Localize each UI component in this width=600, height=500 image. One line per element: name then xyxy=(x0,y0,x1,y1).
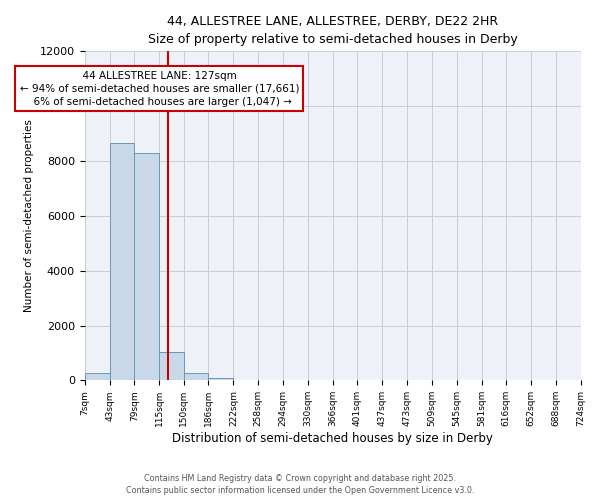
Title: 44, ALLESTREE LANE, ALLESTREE, DERBY, DE22 2HR
Size of property relative to semi: 44, ALLESTREE LANE, ALLESTREE, DERBY, DE… xyxy=(148,15,517,46)
Bar xyxy=(134,153,160,380)
Bar xyxy=(160,352,184,380)
Y-axis label: Number of semi-detached properties: Number of semi-detached properties xyxy=(25,120,34,312)
Bar xyxy=(208,378,233,380)
X-axis label: Distribution of semi-detached houses by size in Derby: Distribution of semi-detached houses by … xyxy=(172,432,493,445)
Text: 44 ALLESTREE LANE: 127sqm  
← 94% of semi-detached houses are smaller (17,661)
 : 44 ALLESTREE LANE: 127sqm ← 94% of semi-… xyxy=(20,70,299,107)
Bar xyxy=(184,374,208,380)
Bar xyxy=(85,373,110,380)
Text: Contains HM Land Registry data © Crown copyright and database right 2025.
Contai: Contains HM Land Registry data © Crown c… xyxy=(126,474,474,495)
Bar xyxy=(110,143,134,380)
